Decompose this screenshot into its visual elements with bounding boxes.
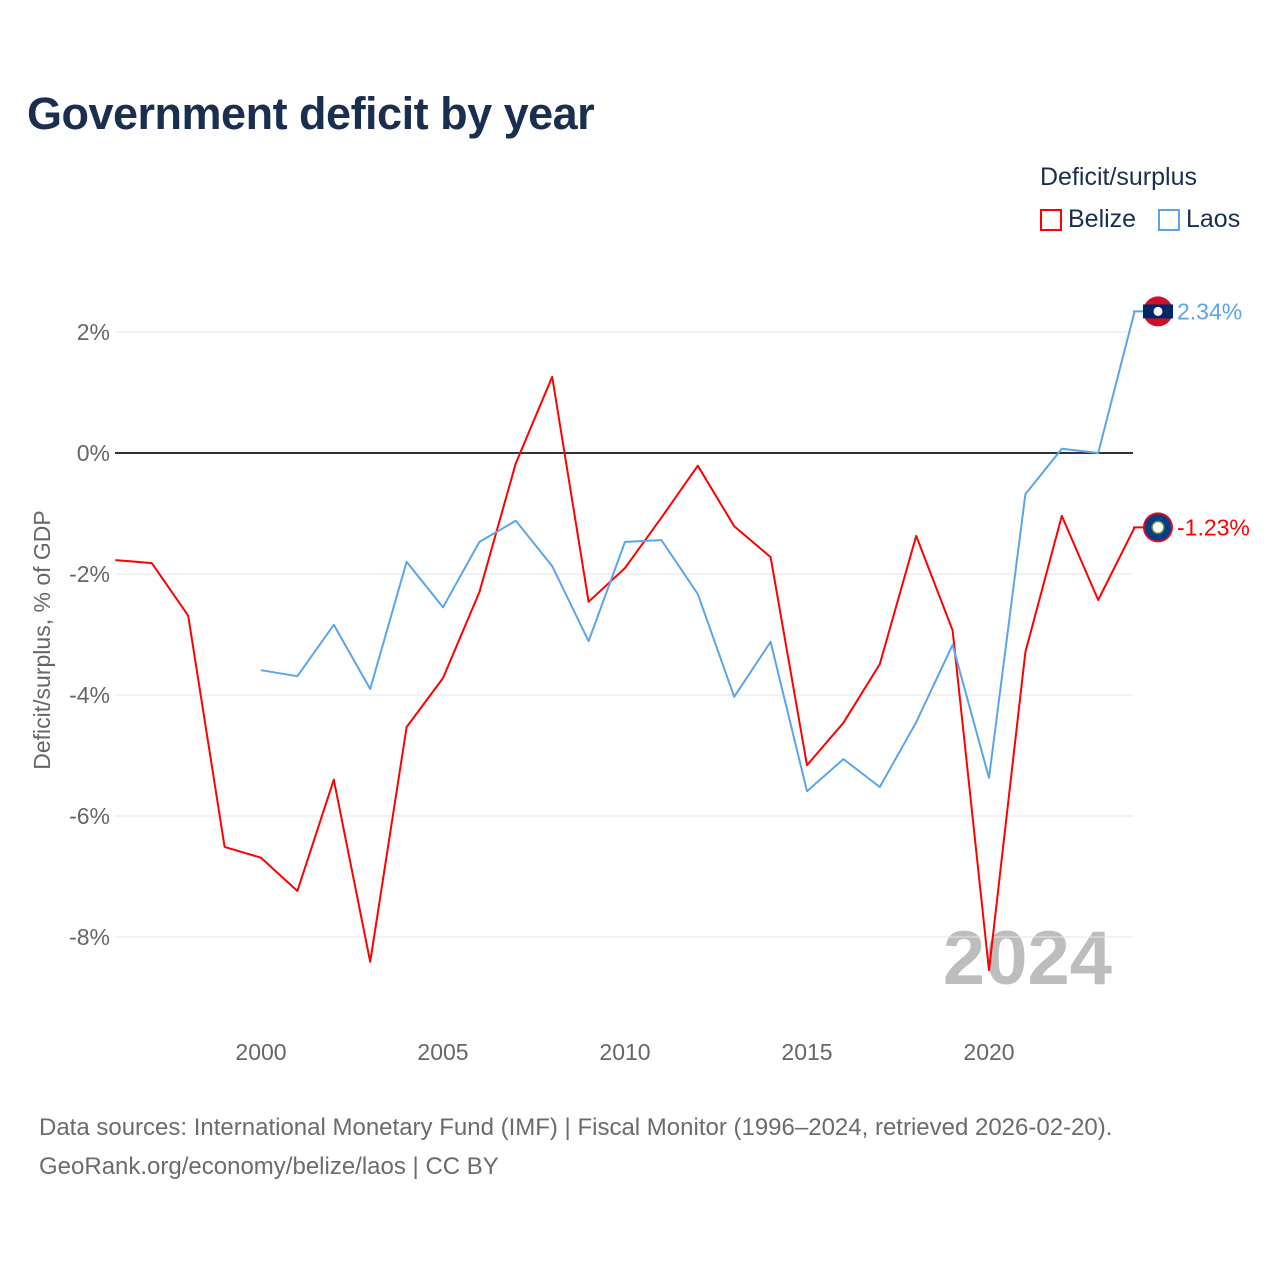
chart-title: Government deficit by year xyxy=(27,88,595,139)
data-point-laos xyxy=(550,564,554,568)
source-note: Data sources: International Monetary Fun… xyxy=(39,1108,1112,1186)
data-point-belize xyxy=(623,566,627,570)
source-link[interactable]: GeoRank.org/economy/belize/laos | CC BY xyxy=(39,1153,499,1180)
data-point-belize xyxy=(587,600,591,604)
source-line: Data sources: International Monetary Fun… xyxy=(39,1114,1113,1141)
data-point-belize xyxy=(987,968,991,972)
data-point-laos xyxy=(441,605,445,609)
year-watermark: 2024 xyxy=(943,916,1112,1001)
data-point-laos xyxy=(1023,492,1027,496)
data-point-belize xyxy=(1060,514,1064,518)
end-value-label-laos: 2.34% xyxy=(1177,298,1242,324)
belize-flag-emblem xyxy=(1151,520,1165,535)
data-point-laos xyxy=(295,674,299,678)
data-point-laos xyxy=(587,639,591,643)
end-value-label-belize: -1.23% xyxy=(1177,514,1250,540)
data-point-laos xyxy=(1096,451,1100,455)
legend-label: Belize xyxy=(1068,205,1137,233)
legend-label: Laos xyxy=(1186,205,1241,233)
legend-item-belize[interactable]: Belize xyxy=(1040,205,1136,234)
x-tick-label: 2000 xyxy=(235,1039,286,1065)
data-point-belize xyxy=(405,725,409,729)
y-tick-label: 2% xyxy=(77,319,110,345)
legend-swatch-laos xyxy=(1158,208,1180,231)
data-point-laos xyxy=(914,720,918,724)
legend-title: Deficit/surplus xyxy=(1040,163,1197,191)
data-point-laos xyxy=(841,757,845,761)
data-point-laos xyxy=(259,668,263,672)
data-point-laos xyxy=(951,643,955,647)
data-point-belize xyxy=(659,516,663,520)
series-line-laos xyxy=(260,311,1136,793)
data-point-belize xyxy=(732,524,736,528)
data-point-belize xyxy=(150,561,154,565)
legend-item-laos[interactable]: Laos xyxy=(1158,205,1240,234)
data-point-laos xyxy=(732,695,736,699)
data-point-belize xyxy=(1023,650,1027,654)
data-point-belize xyxy=(113,558,117,562)
data-point-laos xyxy=(368,687,372,691)
y-tick-label: -6% xyxy=(69,803,110,829)
x-tick-label: 2020 xyxy=(963,1039,1014,1065)
data-point-laos xyxy=(805,789,809,793)
data-point-belize xyxy=(223,845,227,849)
series-line-belize xyxy=(115,375,1136,972)
y-tick-label: -2% xyxy=(69,561,110,587)
data-point-laos xyxy=(987,776,991,780)
data-point-belize xyxy=(914,534,918,538)
data-point-belize xyxy=(514,461,518,465)
x-tick-label: 2010 xyxy=(599,1039,650,1065)
data-point-belize xyxy=(841,721,845,725)
data-point-belize xyxy=(295,889,299,893)
data-point-laos xyxy=(332,623,336,627)
data-point-belize xyxy=(769,555,773,559)
data-point-belize xyxy=(878,662,882,666)
data-point-laos xyxy=(769,640,773,644)
data-point-laos xyxy=(477,540,481,544)
data-point-laos xyxy=(878,785,882,789)
data-point-belize xyxy=(368,960,372,964)
laos-flag-moon xyxy=(1153,306,1163,316)
data-point-belize xyxy=(186,614,190,618)
data-point-belize xyxy=(332,778,336,782)
data-point-belize xyxy=(1096,598,1100,602)
data-point-laos xyxy=(405,560,409,564)
data-point-belize xyxy=(441,676,445,680)
legend-swatch-belize xyxy=(1040,208,1062,231)
data-point-belize xyxy=(550,375,554,379)
y-tick-label: 0% xyxy=(77,440,110,466)
y-tick-label: -4% xyxy=(69,682,110,708)
data-point-laos xyxy=(514,519,518,523)
data-point-laos xyxy=(623,540,627,544)
data-point-belize xyxy=(951,628,955,632)
data-point-laos xyxy=(1060,447,1064,451)
y-tick-label: -8% xyxy=(69,924,110,950)
data-point-belize xyxy=(805,763,809,767)
data-point-belize xyxy=(259,856,263,860)
data-point-belize xyxy=(477,590,481,594)
data-point-laos xyxy=(659,538,663,542)
data-point-laos xyxy=(696,592,700,596)
y-axis-label: Deficit/surplus, % of GDP xyxy=(29,510,55,769)
data-point-belize xyxy=(696,464,700,468)
x-tick-label: 2015 xyxy=(781,1039,832,1065)
x-tick-label: 2005 xyxy=(417,1039,468,1065)
